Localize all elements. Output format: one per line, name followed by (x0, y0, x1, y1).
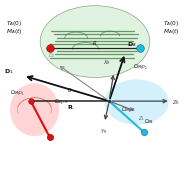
Text: $\mathbf{R}$: $\mathbf{R}$ (67, 103, 74, 111)
Text: $\Omega_{M_1 D_1}$: $\Omega_{M_1 D_1}$ (10, 89, 25, 98)
Ellipse shape (10, 83, 59, 136)
Text: $\Omega_{M_1 D_2}$: $\Omega_{M_1 D_2}$ (133, 62, 148, 72)
Text: $\delta$: $\delta$ (67, 86, 72, 94)
Text: $D_2$: $D_2$ (48, 51, 55, 60)
Text: $Z_L$: $Z_L$ (138, 114, 145, 123)
Text: $T_A(0)$: $T_A(0)$ (163, 19, 179, 28)
Text: $M_A(t)$: $M_A(t)$ (6, 27, 23, 36)
Text: $\Omega_{M_1,R}$: $\Omega_{M_1,R}$ (121, 106, 137, 115)
Text: $Y_R$: $Y_R$ (100, 128, 108, 136)
Text: $\mathbf{D}_1$: $\mathbf{D}_1$ (4, 67, 14, 76)
Text: $\mathbf{D}_2$: $\mathbf{D}_2$ (127, 40, 137, 49)
Ellipse shape (40, 6, 150, 77)
Text: $M_A(t)$: $M_A(t)$ (163, 27, 180, 36)
Text: $\Omega_{D_1,R}$: $\Omega_{D_1,R}$ (54, 97, 69, 107)
Text: R: R (93, 41, 97, 46)
Text: $\Omega_{RL}$: $\Omega_{RL}$ (144, 117, 155, 126)
Text: $X_R$: $X_R$ (103, 58, 111, 67)
Text: $Z_R$: $Z_R$ (172, 98, 180, 107)
Ellipse shape (105, 79, 169, 125)
Text: $T_A(0)$: $T_A(0)$ (6, 19, 23, 28)
